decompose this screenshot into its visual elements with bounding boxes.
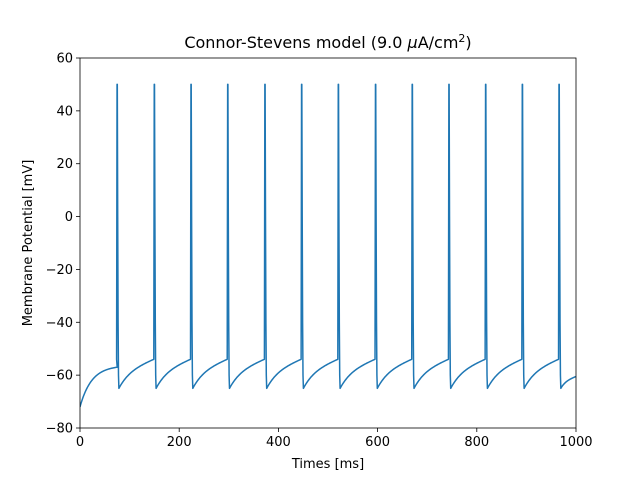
y-tick-label: −20	[46, 263, 73, 278]
y-axis-label: Membrane Potential [mV]	[21, 160, 36, 327]
y-axis: −80 −60 −40 −20 0 20 40 60	[46, 52, 80, 437]
chart-title: Connor-Stevens model (9.0 μA/cm2)	[184, 32, 471, 52]
plot-area	[80, 83, 576, 408]
x-tick-label: 600	[365, 435, 390, 450]
chart-title-unit: A/cm	[418, 33, 459, 52]
chart-title-suffix: )	[465, 33, 471, 52]
x-tick-label: 400	[266, 435, 291, 450]
x-tick-label: 800	[464, 435, 489, 450]
y-tick-label: −40	[46, 316, 73, 331]
x-tick-label: 200	[167, 435, 192, 450]
y-tick-label: 0	[65, 210, 73, 225]
x-tick-label: 1000	[559, 435, 592, 450]
chart-title-prefix: Connor-Stevens model (9.0	[184, 33, 407, 52]
y-tick-label: 40	[56, 104, 73, 119]
y-tick-label: −80	[46, 422, 73, 437]
y-tick-label: −60	[46, 369, 73, 384]
series-line-membrane-potential	[80, 83, 576, 408]
axes-frame	[79, 57, 577, 429]
chart-title-mu: μ	[407, 33, 418, 52]
y-tick-label: 20	[56, 157, 73, 172]
x-axis: 0 200 400 600 800 1000	[76, 428, 593, 450]
x-axis-label: Times [ms]	[291, 457, 364, 472]
chart-title-superscript: 2	[458, 32, 465, 45]
x-tick-label: 0	[76, 435, 84, 450]
y-tick-label: 60	[56, 52, 73, 67]
